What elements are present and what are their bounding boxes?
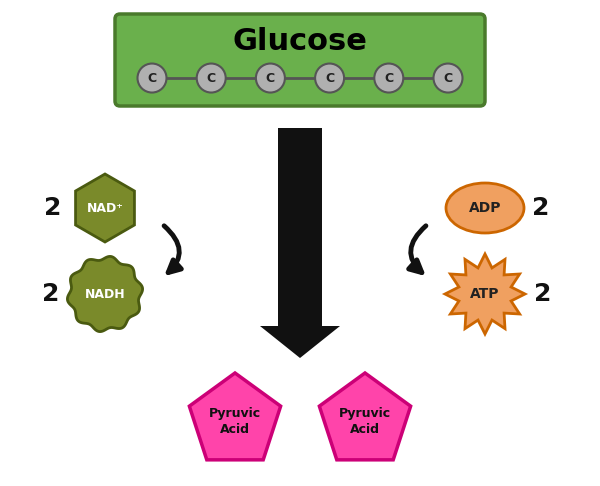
Text: 2: 2 [44,196,62,220]
Circle shape [197,64,226,92]
Polygon shape [319,373,410,460]
Text: NADH: NADH [85,288,125,300]
Text: 2: 2 [535,282,551,306]
Text: Glucose: Glucose [233,28,367,56]
Text: Pyruvic
Acid: Pyruvic Acid [209,406,261,435]
FancyArrowPatch shape [409,226,426,273]
Text: ATP: ATP [470,287,500,301]
Polygon shape [445,254,525,334]
Text: 2: 2 [532,196,550,220]
Circle shape [374,64,403,92]
Polygon shape [260,128,340,358]
Text: C: C [206,71,216,85]
Ellipse shape [446,183,524,233]
Text: C: C [384,71,394,85]
FancyBboxPatch shape [115,14,485,106]
Text: C: C [148,71,157,85]
Circle shape [256,64,285,92]
Text: ADP: ADP [469,201,501,215]
Text: Pyruvic
Acid: Pyruvic Acid [339,406,391,435]
FancyArrowPatch shape [164,226,181,273]
Polygon shape [67,257,143,331]
Circle shape [137,64,167,92]
Text: C: C [266,71,275,85]
Polygon shape [190,373,281,460]
Text: 2: 2 [43,282,59,306]
Text: C: C [325,71,334,85]
Circle shape [433,64,463,92]
Polygon shape [76,174,134,242]
Text: C: C [443,71,452,85]
Text: NAD⁺: NAD⁺ [86,202,124,214]
Circle shape [315,64,344,92]
